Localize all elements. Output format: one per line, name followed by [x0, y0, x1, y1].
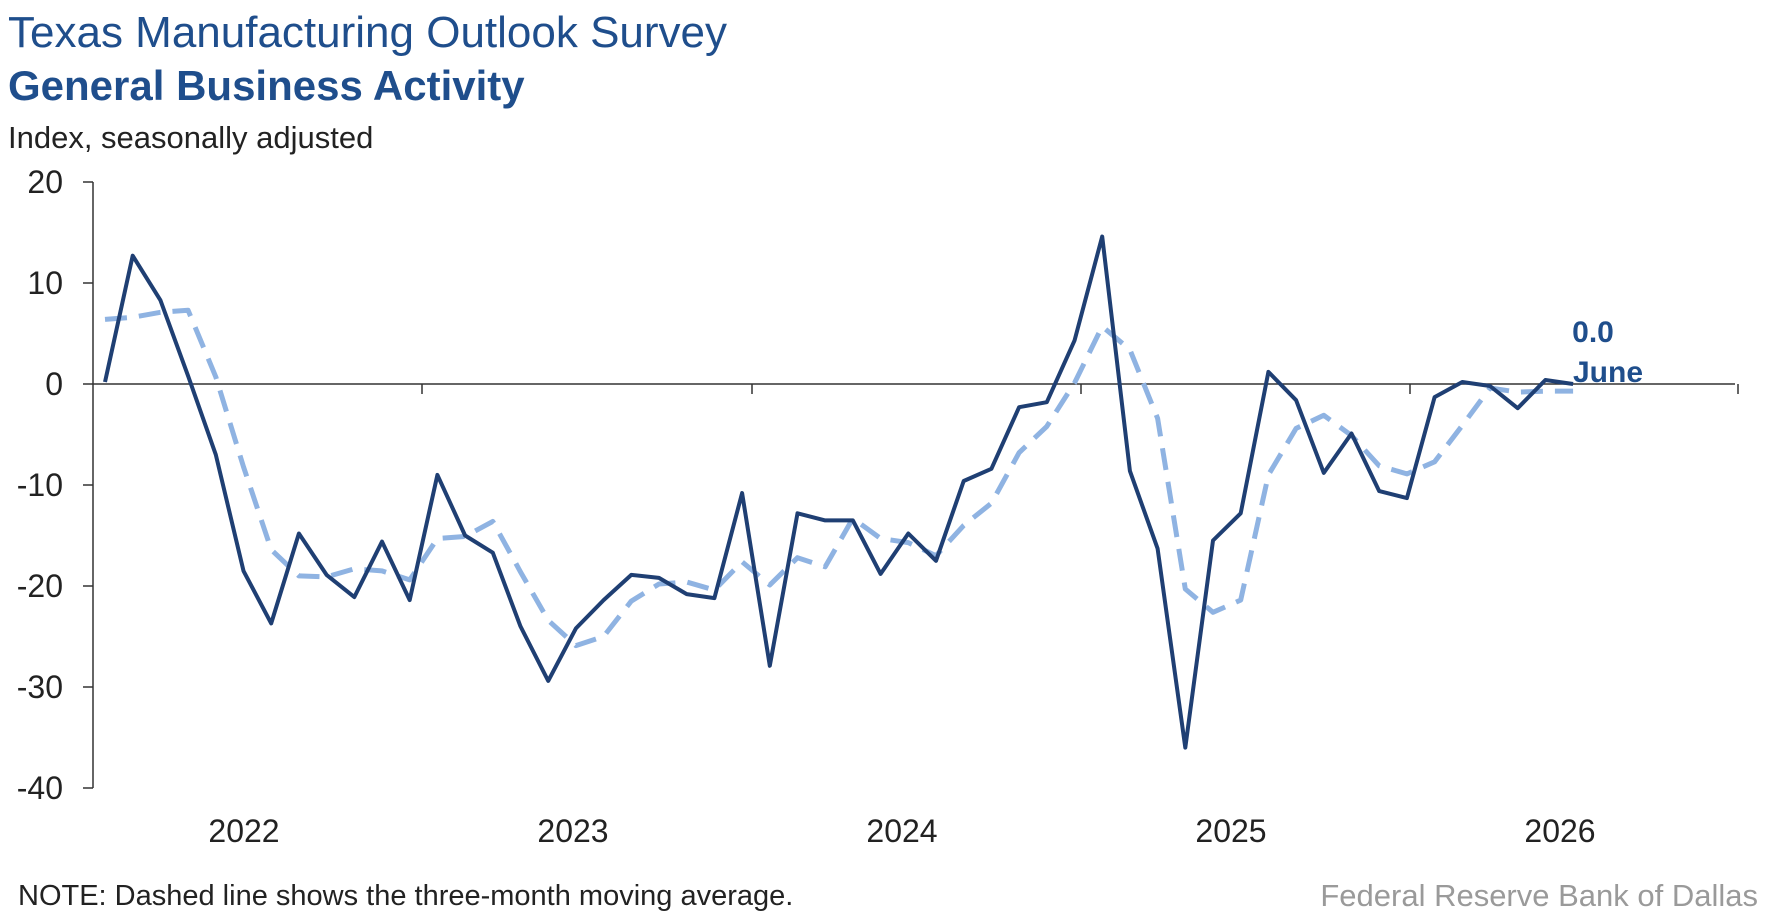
- y-tick-label: -40: [17, 770, 63, 806]
- y-tick-label: 10: [27, 265, 63, 301]
- y-tick-label: -10: [17, 467, 63, 503]
- latest-month-callout: June: [1573, 356, 1643, 389]
- y-axis-unit-label: Index, seasonally adjusted: [8, 120, 374, 155]
- x-tick-label: 2025: [1195, 813, 1266, 849]
- x-tick-label: 2023: [537, 813, 608, 849]
- chart-note: NOTE: Dashed line shows the three-month …: [18, 880, 794, 912]
- index-series-line: [103, 234, 1574, 750]
- y-tick-label: -30: [17, 669, 63, 705]
- chart-subtitle: General Business Activity: [8, 62, 525, 109]
- y-tick-label: 0: [45, 366, 63, 402]
- moving-average-series-line: [104, 307, 1574, 649]
- chart-title: Texas Manufacturing Outlook Survey: [8, 8, 728, 57]
- series-layer: [103, 234, 1574, 750]
- chart-axes: [83, 181, 1739, 789]
- chart-source: Federal Reserve Bank of Dallas: [1320, 878, 1758, 913]
- y-tick-label: -20: [17, 568, 63, 604]
- x-tick-label: 2026: [1524, 813, 1595, 849]
- axis-labels: 20 10 0 -10 -20 -30 -40 2022 2023 2024 2025 2026: [17, 164, 1596, 849]
- x-tick-label: 2022: [208, 813, 279, 849]
- y-tick-label: 20: [27, 164, 63, 200]
- x-tick-label: 2024: [866, 813, 937, 849]
- latest-value-callout: 0.0: [1572, 316, 1614, 349]
